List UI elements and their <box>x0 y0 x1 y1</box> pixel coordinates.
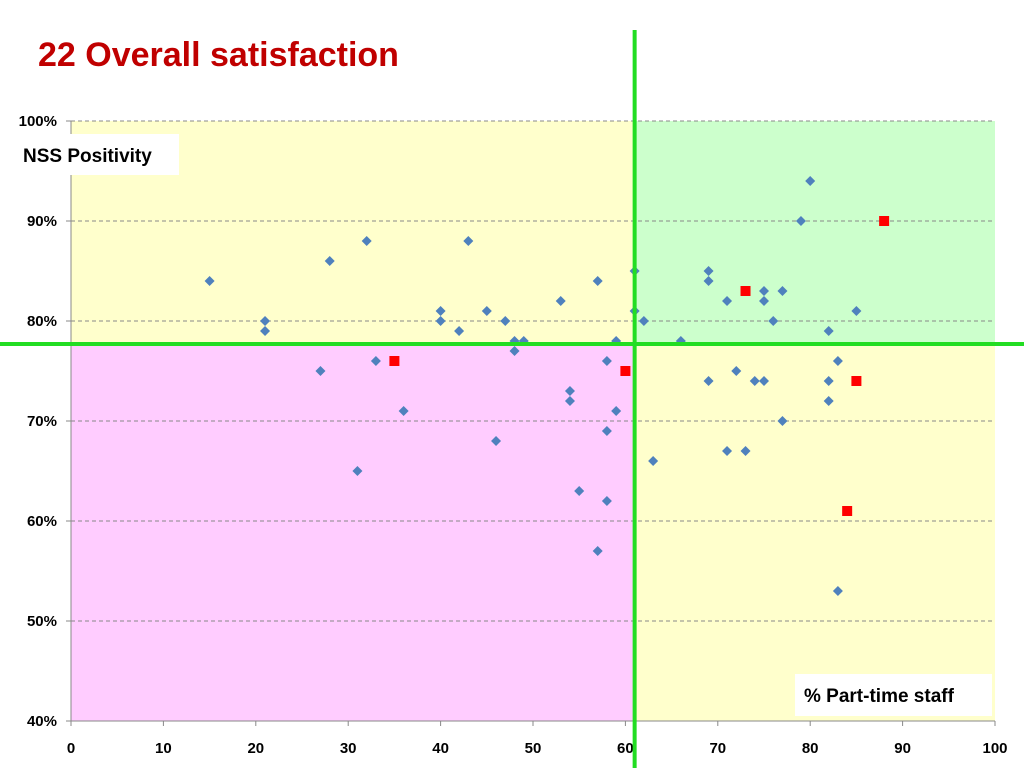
data-point-diamond <box>564 396 575 406</box>
chart-title: 22 Overall satisfaction <box>38 36 399 74</box>
data-point-diamond <box>463 236 474 246</box>
data-point-diamond <box>731 366 742 376</box>
data-point-diamond <box>777 416 788 426</box>
data-point-square <box>740 286 751 296</box>
data-point-diamond <box>481 306 492 316</box>
x-tick-label: 60 <box>617 740 634 757</box>
data-point-diamond <box>592 276 603 286</box>
data-point-diamond <box>491 436 502 446</box>
x-tick-label: 80 <box>802 740 819 757</box>
data-point-diamond <box>749 376 760 386</box>
x-tick-label: 20 <box>247 740 264 757</box>
data-point-diamond <box>832 356 843 366</box>
x-tick-label: 70 <box>709 740 726 757</box>
data-point-diamond <box>823 396 834 406</box>
data-point-diamond <box>611 406 622 416</box>
data-point-diamond <box>638 316 649 326</box>
y-tick-label: 60% <box>27 513 57 530</box>
data-point-diamond <box>361 236 372 246</box>
y-tick-label: 40% <box>27 713 57 730</box>
data-point-square <box>620 366 631 376</box>
y-axis-label: NSS Positivity <box>23 146 152 167</box>
data-point-diamond <box>740 446 751 456</box>
data-point-diamond <box>574 486 585 496</box>
x-tick-label: 40 <box>432 740 449 757</box>
x-axis-label: % Part-time staff <box>804 686 955 707</box>
data-point-diamond <box>851 306 862 316</box>
data-point-diamond <box>722 446 733 456</box>
data-point-diamond <box>555 296 566 306</box>
x-tick-label: 100 <box>982 740 1007 757</box>
data-point-diamond <box>823 376 834 386</box>
data-point-diamond <box>722 296 733 306</box>
y-tick-label: 70% <box>27 413 57 430</box>
data-point-diamond <box>805 176 816 186</box>
y-tick-label: 100% <box>19 113 57 130</box>
data-point-diamond <box>759 376 769 386</box>
data-point-diamond <box>601 426 612 436</box>
data-point-diamond <box>204 276 215 286</box>
data-point-diamond <box>777 286 788 296</box>
data-point-diamond <box>759 286 769 296</box>
quadrant-bottom-left <box>71 344 635 721</box>
quadrant-top-right <box>634 121 995 344</box>
data-point-diamond <box>352 466 363 476</box>
x-axis-label-box <box>795 674 992 716</box>
data-point-diamond <box>435 306 446 316</box>
data-point-square <box>879 216 890 226</box>
data-point-square <box>842 506 853 516</box>
data-point-diamond <box>324 256 335 266</box>
data-point-diamond <box>795 216 806 226</box>
data-point-diamond <box>435 316 446 326</box>
data-point-diamond <box>509 346 520 356</box>
data-point-diamond <box>832 586 843 596</box>
data-point-diamond <box>703 276 714 286</box>
data-point-square <box>851 376 862 386</box>
data-point-diamond <box>592 546 603 556</box>
data-point-diamond <box>768 316 779 326</box>
data-point-diamond <box>759 296 769 306</box>
x-tick-label: 90 <box>894 740 911 757</box>
data-point-diamond <box>500 316 511 326</box>
data-point-diamond <box>260 316 271 326</box>
data-point-diamond <box>315 366 326 376</box>
quadrant-bottom-right <box>634 344 995 721</box>
x-tick-label: 50 <box>525 740 542 757</box>
y-tick-label: 90% <box>27 213 57 230</box>
y-axis-label-box <box>16 134 179 175</box>
data-point-diamond <box>454 326 465 336</box>
data-point-square <box>389 356 400 366</box>
data-point-diamond <box>564 386 575 396</box>
x-tick-label: 30 <box>340 740 357 757</box>
x-tick-label: 0 <box>67 740 75 757</box>
data-point-diamond <box>370 356 381 366</box>
data-point-diamond <box>601 496 612 506</box>
data-point-diamond <box>648 456 659 466</box>
data-point-diamond <box>260 326 271 336</box>
x-tick-label: 10 <box>155 740 172 757</box>
y-tick-label: 50% <box>27 613 57 630</box>
y-tick-label: 80% <box>27 313 57 330</box>
data-point-diamond <box>823 326 834 336</box>
data-point-diamond <box>703 376 714 386</box>
data-point-diamond <box>601 356 612 366</box>
data-point-diamond <box>398 406 409 416</box>
data-point-diamond <box>703 266 714 276</box>
